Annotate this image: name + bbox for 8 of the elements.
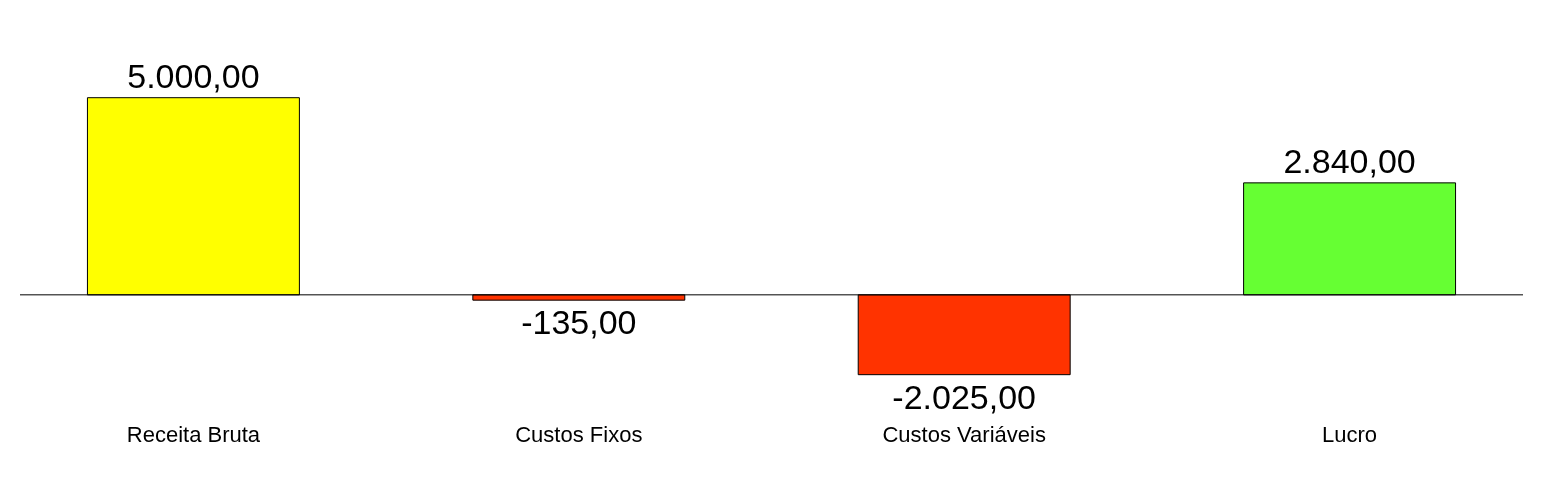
x-tick-label: Custos Variáveis: [882, 422, 1046, 447]
data-label: -135,00: [521, 303, 637, 342]
x-tick-label: Lucro: [1322, 422, 1378, 447]
x-tick-label: Receita Bruta: [126, 422, 261, 447]
x-tick-label: Custos Fixos: [515, 422, 643, 447]
data-label: 2.840,00: [1283, 141, 1416, 180]
data-label: 5.000,00: [127, 56, 260, 95]
data-label: -2.025,00: [892, 377, 1037, 416]
